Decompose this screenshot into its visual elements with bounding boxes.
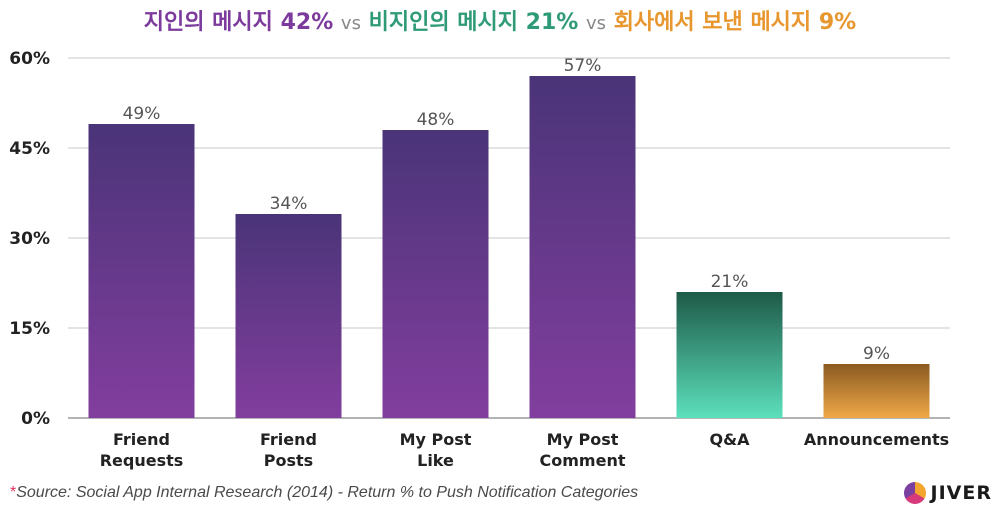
x-tick-label: My Post <box>400 430 472 449</box>
y-tick-label: 0% <box>21 409 50 429</box>
jiver-logo-text: JIVER <box>930 482 992 504</box>
bar <box>529 76 636 418</box>
y-tick-label: 30% <box>9 229 50 249</box>
x-tick-label: Requests <box>100 451 184 470</box>
chart-title: 지인의 메시지 42% vs 비지인의 메시지 21% vs 회사에서 보낸 메… <box>0 4 1000 36</box>
title-friends-value: 42% <box>280 10 334 35</box>
x-tick-label: Like <box>417 451 454 470</box>
x-tick-label: My Post <box>547 430 619 449</box>
bar-value-label: 48% <box>417 110 455 130</box>
y-tick-label: 60% <box>9 49 50 69</box>
source-text: Source: Social App Internal Research (20… <box>16 484 639 501</box>
bar <box>676 292 783 418</box>
bar-value-label: 34% <box>270 194 308 214</box>
title-nonfriends-value: 21% <box>525 10 579 35</box>
bar <box>88 124 195 418</box>
bar-chart: 0% 15% 30% 45% 60% 49% Friend Requests 34% Frien… <box>9 49 950 470</box>
title-vs-2: vs <box>585 13 607 34</box>
x-tick-label: Friend <box>260 430 317 449</box>
title-company-label: 회사에서 보낸 메시지 <box>613 10 812 35</box>
x-tick-label: Friend <box>113 430 170 449</box>
bar <box>235 214 342 418</box>
source-note: *Source: Social App Internal Research (2… <box>10 484 638 502</box>
bar-value-label: 57% <box>564 56 602 76</box>
jiver-logo-icon <box>903 482 926 504</box>
x-tick-label: Comment <box>540 451 626 470</box>
source-asterisk: * <box>10 484 17 501</box>
title-company-value: 9% <box>818 10 857 35</box>
x-tick-label: Announcements <box>804 430 949 449</box>
bar-value-label: 21% <box>711 272 749 292</box>
bar-value-label: 9% <box>863 344 890 364</box>
x-tick-label: Q&A <box>710 430 751 449</box>
y-tick-label: 15% <box>9 319 50 339</box>
bar <box>382 130 489 418</box>
title-vs-1: vs <box>340 13 361 34</box>
bar <box>823 364 930 418</box>
x-tick-label: Posts <box>264 451 313 470</box>
bar-value-label: 49% <box>123 104 161 124</box>
title-nonfriends-label: 비지인의 메시지 <box>368 10 518 35</box>
title-friends-label: 지인의 메시지 <box>143 10 273 35</box>
jiver-logo: JIVER <box>903 482 992 504</box>
y-tick-label: 45% <box>9 139 50 159</box>
